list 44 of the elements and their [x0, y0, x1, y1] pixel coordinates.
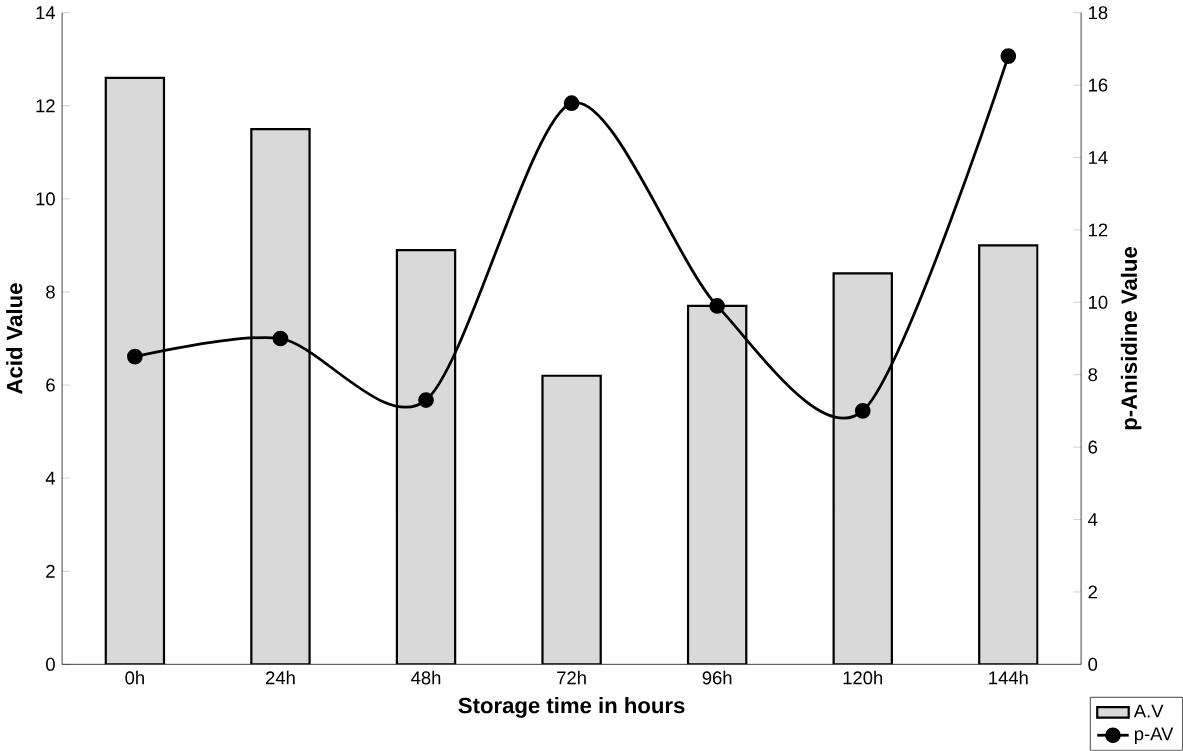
y2-tick-label: 4: [1088, 513, 1098, 527]
y2-tick-label: 18: [1089, 6, 1108, 20]
x-tick-label: 96h: [702, 671, 732, 685]
point: [854, 403, 871, 419]
x-tick-label: 120h: [843, 671, 883, 685]
point: [1000, 48, 1017, 65]
x-tick-label: 24h: [266, 671, 295, 685]
y-tick-label: 0: [46, 657, 55, 671]
y2-tick-label: 10: [1089, 295, 1108, 309]
point: [127, 348, 143, 365]
point: [563, 95, 580, 112]
y2-tick-label: 6: [1088, 440, 1098, 454]
y2-tick-label: 14: [1089, 151, 1108, 164]
y2-tick-label: 12: [1089, 223, 1108, 237]
x-tick-label: 0h: [125, 671, 144, 685]
bar: [832, 272, 893, 665]
bar: [395, 249, 457, 665]
y2-tick-label: 2: [1088, 585, 1097, 599]
y2-tick-label: 0: [1088, 657, 1098, 671]
x-tick-label: 48h: [411, 671, 441, 685]
y2-axis-title: p-Anisidine Value: [1120, 247, 1142, 430]
bar: [104, 76, 166, 665]
y-tick-label: 4: [45, 471, 56, 485]
x-tick-label: 144h: [989, 671, 1028, 685]
bar: [250, 128, 311, 665]
y-tick-label: 2: [46, 564, 55, 578]
point: [418, 392, 434, 409]
y-tick-label: 8: [46, 285, 55, 299]
bar: [686, 304, 748, 665]
y-tick-label: 12: [36, 99, 55, 113]
bar: [978, 244, 1039, 665]
y-tick-label: 10: [36, 192, 55, 206]
legend-label: p-AV: [1134, 727, 1174, 745]
y-axis-title: Acid Value: [6, 283, 23, 395]
x-axis-title: Storage time in hours: [458, 697, 685, 718]
legend-label: A.V: [1133, 704, 1164, 718]
y-tick-label: 6: [46, 378, 55, 392]
y-tick-label: 14: [36, 6, 56, 20]
y2-tick-label: 8: [1088, 368, 1098, 382]
point: [709, 298, 726, 314]
bar: [541, 374, 602, 665]
point: [272, 330, 289, 347]
x-tick-label: 72h: [557, 671, 586, 685]
y2-tick-label: 16: [1089, 78, 1108, 92]
